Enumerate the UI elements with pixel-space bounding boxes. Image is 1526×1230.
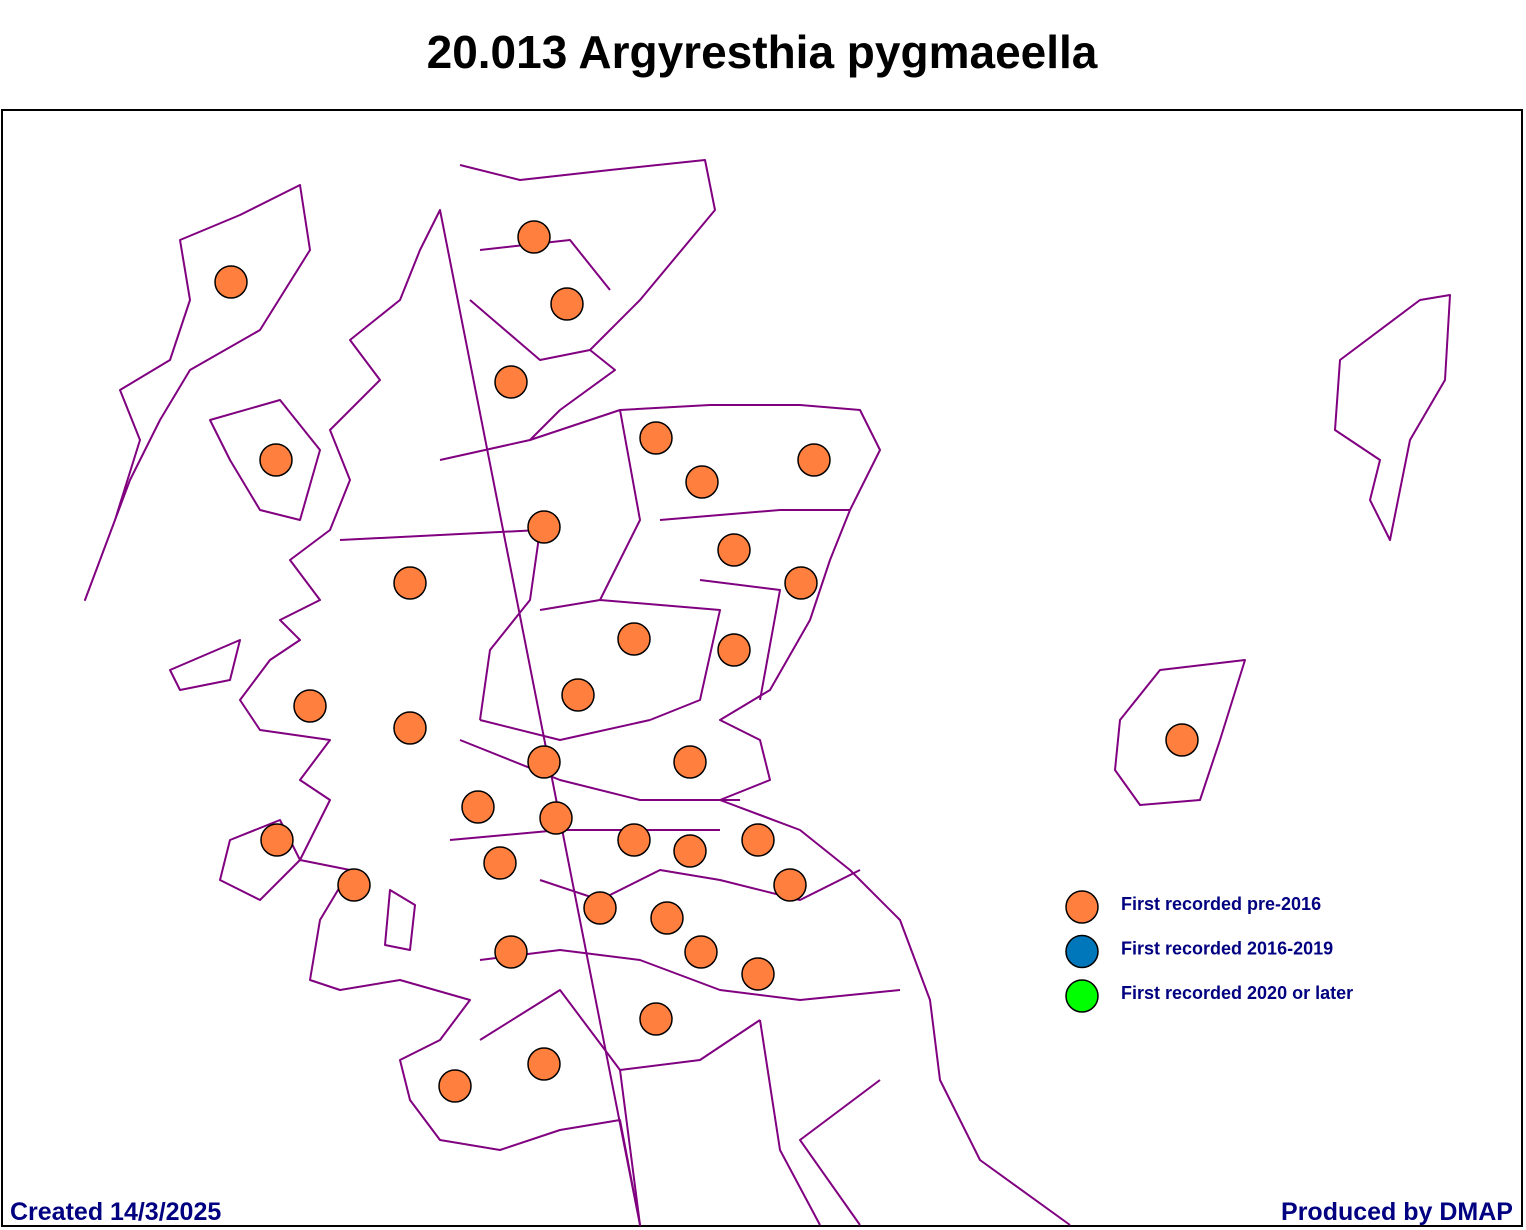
record-dot (461, 790, 495, 824)
record-dot (784, 566, 818, 600)
record-dot (494, 935, 528, 969)
record-dot (539, 801, 573, 835)
record-dot (527, 510, 561, 544)
record-dot (673, 834, 707, 868)
outer-hebrides (84, 184, 311, 601)
record-dot (741, 823, 775, 857)
islay (219, 819, 301, 901)
skye (209, 399, 321, 521)
coastline (84, 159, 1451, 1226)
record-dot (517, 220, 551, 254)
arran (384, 889, 416, 951)
record-dot (393, 711, 427, 745)
record-dot (293, 689, 327, 723)
record-dot (797, 443, 831, 477)
mainland (239, 159, 1071, 1226)
producer: Produced by DMAP (1281, 1198, 1513, 1226)
legend-label: First recorded 2016-2019 (1121, 938, 1333, 958)
county-boundaries (339, 239, 901, 1226)
legend-label: First recorded pre-2016 (1121, 894, 1321, 914)
legend-label: First recorded 2020 or later (1121, 983, 1353, 1003)
records (214, 220, 1199, 1103)
record-dot (550, 287, 584, 321)
legend: First recorded pre-2016 First recorded 20… (1065, 890, 1353, 1013)
record-dot (684, 935, 718, 969)
created-date: Created 14/3/2025 (10, 1198, 221, 1226)
record-dot (260, 823, 294, 857)
map-title: 20.013 Argyresthia pygmaeella (427, 26, 1098, 78)
shetland (1334, 294, 1451, 541)
orkney (1114, 659, 1246, 806)
record-dot (438, 1069, 472, 1103)
record-dot (483, 846, 517, 880)
record-dot (741, 957, 775, 991)
mull (169, 639, 241, 691)
record-dot (639, 1002, 673, 1036)
legend-swatch (1065, 934, 1099, 969)
record-dot (214, 265, 248, 299)
record-dot (393, 566, 427, 600)
record-dot (561, 678, 595, 712)
record-dot (650, 901, 684, 935)
record-dot (617, 622, 651, 656)
record-dot (685, 465, 719, 499)
record-dot (527, 745, 561, 779)
record-dot (259, 443, 293, 477)
record-dot (337, 868, 371, 902)
map-frame (1, 109, 1523, 1227)
record-dot (527, 1047, 561, 1081)
legend-swatch (1065, 890, 1099, 924)
record-dot (639, 421, 673, 455)
record-dot (673, 745, 707, 779)
legend-swatch (1065, 979, 1099, 1013)
record-dot (583, 891, 617, 925)
record-dot (717, 633, 751, 667)
record-dot (773, 868, 807, 902)
record-dot (617, 823, 651, 857)
record-dot (494, 365, 528, 399)
record-dot (1165, 723, 1199, 757)
record-dot (717, 533, 751, 567)
